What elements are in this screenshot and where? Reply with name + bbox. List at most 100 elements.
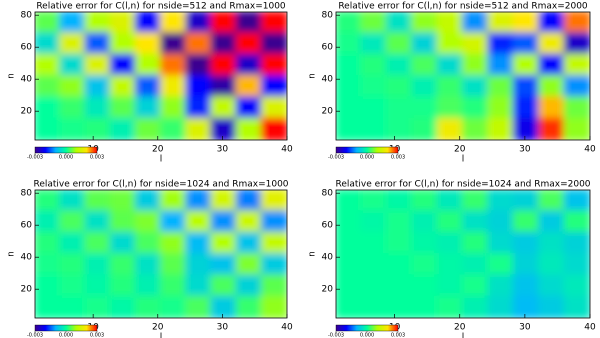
y-tick-label: 60 [21, 43, 33, 53]
heatmap-cell [411, 117, 439, 140]
y-tick-label: 80 [21, 11, 33, 21]
heatmap-cell [109, 274, 137, 298]
x-axis-label: l [462, 155, 465, 165]
heatmap-cell [538, 96, 566, 120]
heatmap-cell [185, 75, 213, 99]
heatmap-cell [411, 12, 439, 35]
heatmap-cell [109, 117, 137, 140]
heatmap-cell [210, 210, 238, 234]
y-tick-label: 60 [322, 43, 334, 53]
heatmap-cell [360, 295, 388, 318]
y-tick-label: 80 [322, 11, 334, 21]
colorbar-tick-label: 0.003 [391, 333, 405, 338]
heatmap-cell [185, 32, 213, 56]
heatmap-cell [487, 12, 515, 35]
heatmap-cell [487, 32, 515, 56]
heatmap-cell [563, 190, 590, 213]
y-tick-label: 60 [21, 221, 33, 231]
colorbar-tick-label: 0.000 [59, 155, 73, 161]
heatmap-cell [160, 53, 188, 77]
heatmap-cell [109, 231, 137, 255]
heatmap-cell [210, 231, 238, 255]
heatmap-cell [210, 96, 238, 120]
heatmap-cell [436, 117, 464, 140]
colorbar-tick-label: 0.003 [391, 155, 405, 161]
heatmap-cell [160, 75, 188, 99]
heatmap-cell [185, 274, 213, 298]
heatmap-cell [235, 295, 263, 318]
heatmap-cell [160, 231, 188, 255]
heatmap-cell [210, 117, 238, 140]
heatmap-cell [210, 32, 238, 56]
heatmap-cell [385, 53, 414, 77]
heatmap-cell [235, 190, 263, 213]
heatmap-cell [360, 210, 388, 234]
heatmap-cell [487, 274, 515, 298]
heatmap-cell [385, 231, 414, 255]
heatmap-cell [134, 210, 162, 234]
heatmap-cell [336, 190, 363, 213]
colorbar-tick-label: 0.003 [90, 155, 104, 161]
heatmap-cell [436, 12, 464, 35]
heatmap-cell [336, 210, 363, 234]
heatmap-cell [35, 12, 62, 35]
heatmap-cell [84, 75, 112, 99]
heatmap-cell [59, 231, 87, 255]
heatmap-cell [235, 75, 263, 99]
heatmap-cell [563, 96, 590, 120]
heatmap-cell [185, 231, 213, 255]
heatmap-cell [134, 53, 162, 77]
x-tick-label: 40 [281, 145, 293, 155]
heatmap-cell [160, 210, 188, 234]
x-tick-label: 30 [519, 323, 531, 333]
heatmap-cell [260, 190, 287, 213]
heatmap-cell [185, 12, 213, 35]
heatmap-cell [385, 210, 414, 234]
heatmap-cell [59, 12, 87, 35]
heatmap-cell [160, 295, 188, 318]
heatmap-cell [84, 210, 112, 234]
heatmap-cell [160, 96, 188, 120]
heatmap-cell [235, 274, 263, 298]
heatmap-cell [512, 210, 541, 234]
heatmap-cell [512, 53, 541, 77]
colorbar [335, 324, 399, 332]
heatmap-cell [512, 117, 541, 140]
y-axis-label: n [308, 251, 318, 257]
heatmap-cell [385, 32, 414, 56]
colorbar [335, 146, 399, 154]
heatmap-cell [538, 12, 566, 35]
heatmap-cell [134, 274, 162, 298]
heatmap-cell [512, 75, 541, 99]
y-tick-label: 20 [21, 107, 33, 117]
heatmap-cell [160, 253, 188, 277]
heatmap-cell [35, 53, 62, 77]
x-tick-label: 20 [152, 145, 164, 155]
heatmap-cell [411, 75, 439, 99]
heatmap-cell [160, 117, 188, 140]
heatmap-cells [336, 190, 590, 318]
heatmap-cell [260, 96, 287, 120]
heatmap-cell [538, 295, 566, 318]
heatmap-cell [487, 117, 515, 140]
heatmap-cell [260, 75, 287, 99]
heatmap-cell [84, 117, 112, 140]
heatmap-cell [185, 190, 213, 213]
heatmap-cell [260, 231, 287, 255]
heatmap-cell [360, 231, 388, 255]
heatmap-cell [185, 295, 213, 318]
heatmap-cell [487, 295, 515, 318]
y-tick-label: 20 [21, 285, 33, 295]
heatmap-cell [84, 253, 112, 277]
heatmap-cell [411, 231, 439, 255]
heatmap-cell [59, 295, 87, 318]
heatmap-cell [512, 295, 541, 318]
x-axis-label: l [160, 333, 163, 338]
plot-frame [34, 11, 288, 141]
heatmap-cell [563, 75, 590, 99]
heatmap-cell [538, 190, 566, 213]
y-tick-label: 80 [21, 189, 33, 199]
heatmap-cell [35, 96, 62, 120]
heatmap-cell [35, 231, 62, 255]
heatmap-cell [59, 117, 87, 140]
